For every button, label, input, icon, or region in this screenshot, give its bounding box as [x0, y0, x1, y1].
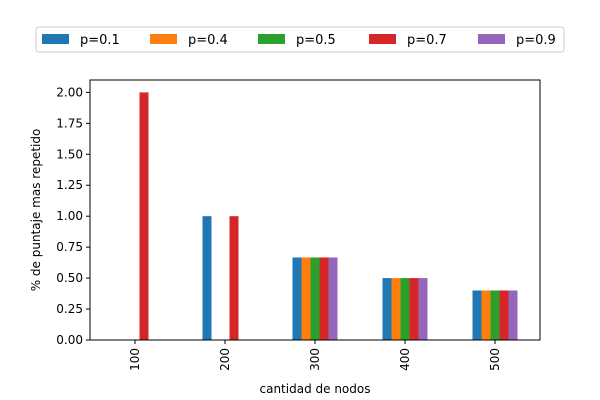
y-tick-label: 1.75 — [56, 116, 83, 130]
y-tick-label: 0.25 — [56, 302, 83, 316]
bar-p=0.4-400 — [391, 278, 401, 340]
y-axis: 0.00 0.25 0.50 0.75 1.00 1.25 1.50 1.75 2.00 — [56, 85, 90, 347]
y-tick-label: 1.25 — [56, 178, 83, 192]
bar-p=0.4-500 — [481, 290, 491, 340]
y-tick-label: 1.50 — [56, 147, 83, 161]
bar-p=0.9-500 — [508, 290, 518, 340]
bar-p=0.7-500 — [499, 290, 509, 340]
legend-swatch — [150, 34, 177, 44]
bar-p=0.1-400 — [382, 278, 392, 340]
bar-p=0.1-300 — [292, 257, 302, 340]
bar-p=0.7-100 — [139, 92, 149, 340]
legend-label: p=0.5 — [296, 33, 336, 48]
legend-swatch — [258, 34, 285, 44]
x-axis: 100 200 300 400 500 — [128, 340, 502, 371]
legend-label: p=0.1 — [80, 33, 120, 48]
bar-p=0.1-200 — [202, 216, 212, 340]
legend: p=0.1 p=0.4 p=0.5 p=0.7 p=0.9 — [35, 26, 565, 53]
y-tick-label: 0.50 — [56, 271, 83, 285]
bar-p=0.1-500 — [472, 290, 482, 340]
bars-group — [139, 92, 518, 340]
x-tick-label: 400 — [398, 348, 412, 371]
legend-label: p=0.9 — [516, 33, 556, 48]
y-tick-label: 0.75 — [56, 240, 83, 254]
bar-p=0.7-200 — [229, 216, 239, 340]
y-axis-label: % de puntaje mas repetido — [29, 129, 43, 292]
x-tick-label: 500 — [488, 348, 502, 371]
bar-p=0.5-500 — [490, 290, 500, 340]
bar-p=0.9-400 — [418, 278, 428, 340]
legend-swatch — [42, 34, 69, 44]
bar-p=0.5-300 — [310, 257, 320, 340]
legend-swatch — [478, 34, 505, 44]
x-tick-label: 300 — [308, 348, 322, 371]
plot-frame — [89, 79, 541, 341]
legend-swatch — [369, 34, 396, 44]
bar-p=0.7-400 — [409, 278, 419, 340]
y-tick-label: 0.00 — [56, 333, 83, 347]
y-tick-label: 1.00 — [56, 209, 83, 223]
bar-p=0.9-300 — [328, 257, 338, 340]
x-tick-label: 100 — [128, 348, 142, 371]
bar-p=0.4-300 — [301, 257, 311, 340]
x-axis-label: cantidad de nodos — [260, 382, 371, 396]
legend-label: p=0.4 — [188, 33, 228, 48]
legend-box — [35, 26, 565, 53]
y-tick-label: 2.00 — [56, 85, 83, 99]
bar-p=0.5-400 — [400, 278, 410, 340]
bar-p=0.7-300 — [319, 257, 329, 340]
legend-label: p=0.7 — [407, 33, 447, 48]
x-tick-label: 200 — [218, 348, 232, 371]
